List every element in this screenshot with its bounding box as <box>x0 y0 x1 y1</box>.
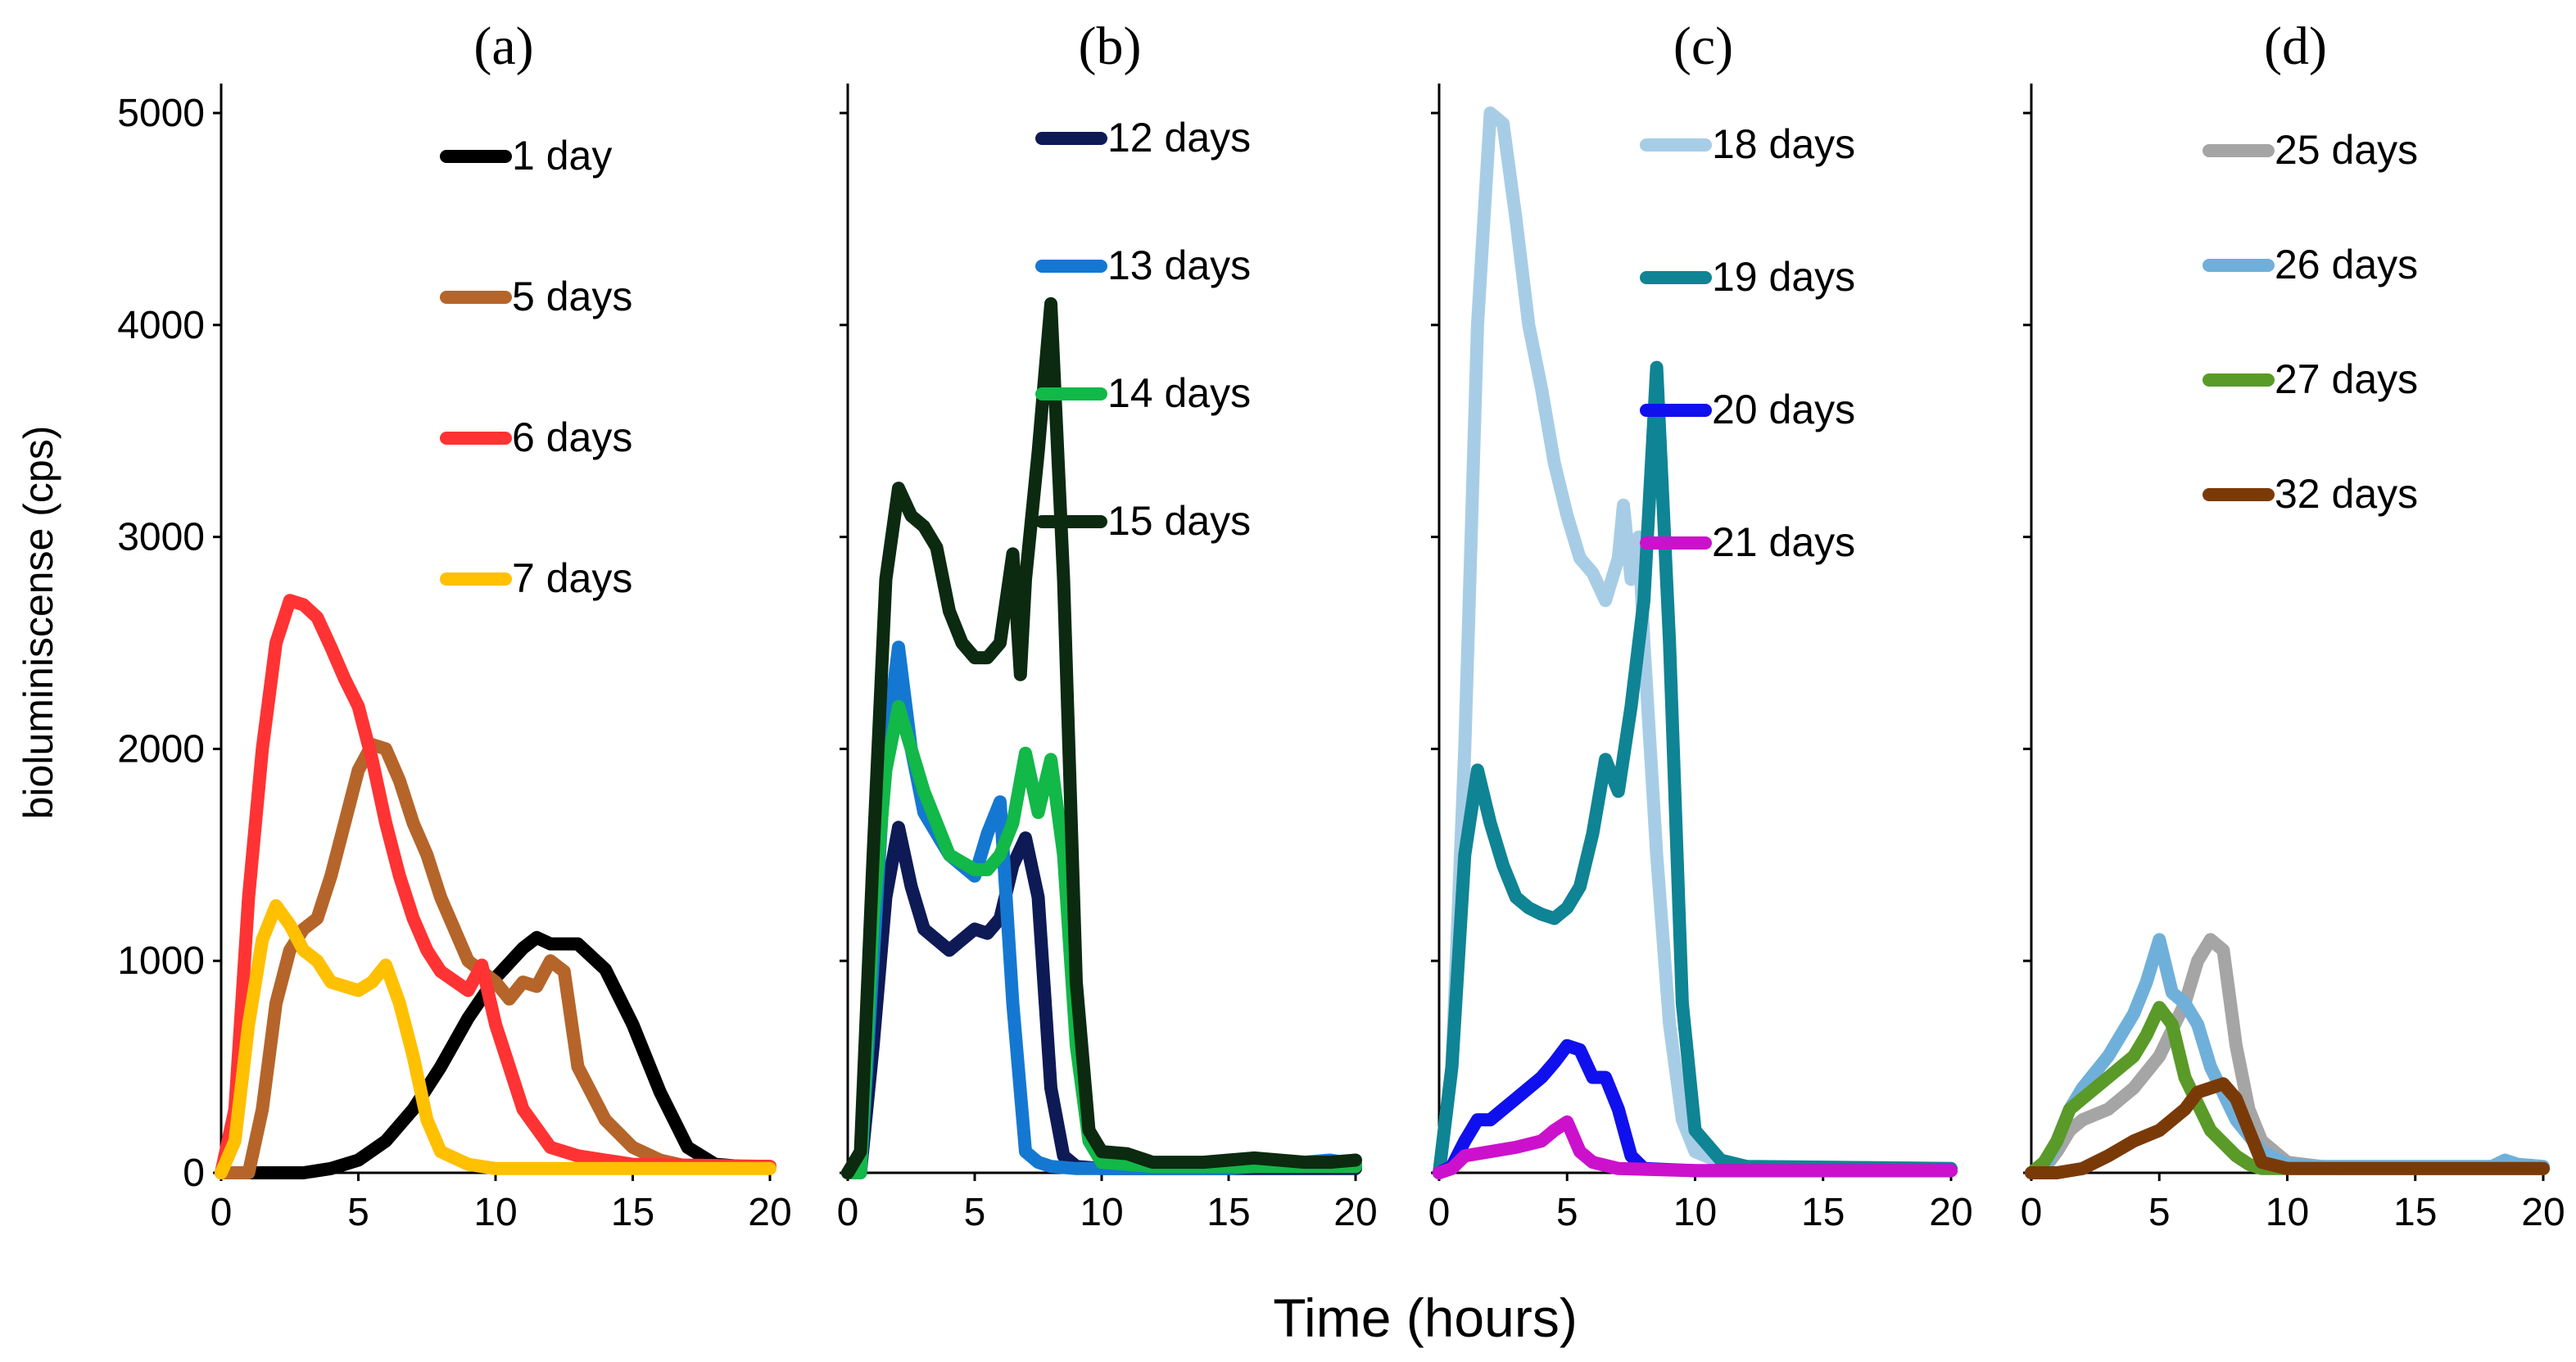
x-tick-label: 5 <box>2148 1191 2171 1234</box>
y-tick-label: 1000 <box>117 939 205 983</box>
x-tick-label: 10 <box>1673 1191 1717 1234</box>
series-line-32-days <box>2025 1077 2550 1179</box>
panel-title: (d) <box>2264 16 2327 76</box>
x-tick-label: 0 <box>1428 1191 1451 1234</box>
panel-1: (a) 0 1000 2000 3000 4000 5000 0 5 10 15 20 1 day 5 d… <box>117 16 791 1234</box>
legend-label: 1 day <box>512 133 612 179</box>
series-line-14-days <box>841 699 1362 1179</box>
x-tick-label: 15 <box>1207 1191 1250 1234</box>
y-axis-title: bioluminiscense (cps) <box>16 426 61 820</box>
x-tick-label: 20 <box>1929 1191 1972 1234</box>
legend-label: 14 days <box>1107 370 1251 416</box>
legend-label: 13 days <box>1107 242 1251 288</box>
series-line-15-days <box>841 296 1362 1179</box>
series-line-26-days <box>2025 933 2550 1179</box>
legend-label: 6 days <box>512 414 632 460</box>
y-tick-label: 0 <box>183 1152 205 1195</box>
legend-label: 19 days <box>1712 254 1855 300</box>
panel-3: (c) 0 5 10 15 20 18 days 19 days 20 days 21 days <box>1428 16 1973 1234</box>
legend-label: 21 days <box>1712 519 1855 565</box>
x-tick-label: 5 <box>1556 1191 1578 1234</box>
legend-label: 15 days <box>1107 498 1251 544</box>
x-tick-label: 0 <box>837 1191 859 1234</box>
x-tick-label: 20 <box>1333 1191 1377 1234</box>
series-line-21-days <box>1433 1115 1958 1179</box>
series-line-19-days <box>1433 360 1958 1179</box>
legend-label: 18 days <box>1712 121 1855 167</box>
legend-label: 25 days <box>2275 127 2418 173</box>
x-tick-label: 20 <box>2521 1191 2565 1234</box>
x-axis-title: Time (hours) <box>1273 1287 1578 1348</box>
series-line-20-days <box>1433 1038 1958 1179</box>
x-tick-label: 0 <box>2021 1191 2043 1234</box>
panel-title: (c) <box>1673 16 1733 76</box>
x-tick-label: 20 <box>748 1191 791 1234</box>
series-line-25-days <box>2025 933 2550 1179</box>
x-tick-label: 10 <box>473 1191 517 1234</box>
x-tick-label: 5 <box>964 1191 986 1234</box>
y-tick-label: 4000 <box>117 304 205 347</box>
series-line-6-days <box>215 594 776 1179</box>
series-line-27-days <box>2025 1001 2550 1179</box>
series-line-1-day <box>215 930 776 1179</box>
legend-label: 20 days <box>1712 387 1855 432</box>
y-tick-label: 2000 <box>117 727 205 771</box>
x-tick-label: 10 <box>2266 1191 2309 1234</box>
series-line-7-days <box>215 898 776 1179</box>
panel-4: (d) 0 5 10 15 20 25 days 26 days 27 days 32 days <box>2021 16 2565 1234</box>
x-tick-label: 15 <box>2393 1191 2437 1234</box>
series-line-12-days <box>841 821 1362 1179</box>
legend-label: 26 days <box>2275 242 2418 287</box>
x-tick-label: 0 <box>211 1191 233 1234</box>
legend-label: 7 days <box>512 555 632 601</box>
series-line-5-days <box>215 738 776 1179</box>
legend-label: 12 days <box>1107 115 1251 161</box>
legend-label: 5 days <box>512 274 632 319</box>
x-tick-label: 15 <box>611 1191 654 1234</box>
panel-2: (b) 0 5 10 15 20 12 days 13 days 14 days 15 days <box>837 16 1378 1234</box>
series-line-18-days <box>1433 106 1958 1179</box>
y-tick-label: 3000 <box>117 516 205 559</box>
panel-title: (b) <box>1079 16 1142 76</box>
y-tick-label: 5000 <box>117 92 205 135</box>
x-tick-label: 10 <box>1080 1191 1123 1234</box>
panel-title: (a) <box>473 16 533 76</box>
legend-label: 27 days <box>2275 356 2418 402</box>
x-tick-label: 15 <box>1801 1191 1845 1234</box>
legend-label: 32 days <box>2275 471 2418 517</box>
x-tick-label: 5 <box>347 1191 369 1234</box>
